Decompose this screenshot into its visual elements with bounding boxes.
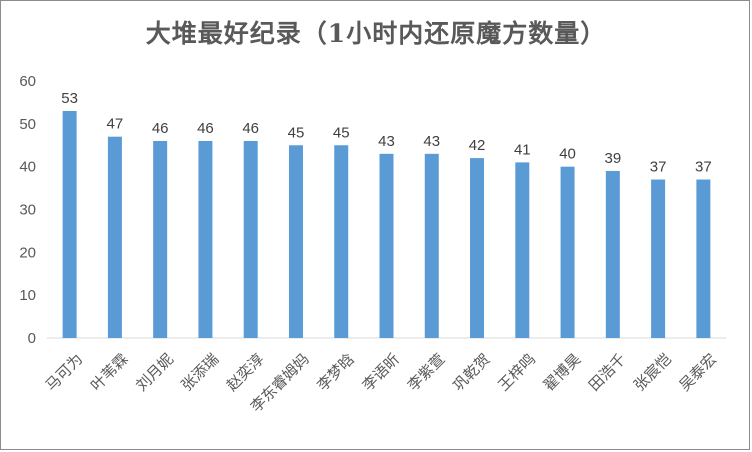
bar-value-label: 43 [378, 133, 395, 150]
bar [379, 153, 394, 338]
bar [424, 153, 439, 338]
bar-value-label: 46 [152, 120, 169, 137]
bar [560, 166, 575, 338]
x-tick-label: 李梦晗 [313, 350, 358, 395]
y-tick-label: 0 [28, 330, 36, 347]
bar-value-label: 37 [695, 159, 712, 176]
x-tick-label: 吴泰宏 [676, 350, 721, 395]
bar [198, 140, 213, 338]
bar-value-label: 43 [423, 133, 440, 150]
x-tick-label: 张添瑞 [178, 350, 223, 395]
y-tick-label: 20 [19, 244, 36, 261]
bar-value-label: 45 [333, 124, 350, 141]
x-tick-label: 田浩千 [585, 350, 630, 395]
bar-value-label: 39 [604, 150, 621, 167]
y-tick-label: 30 [19, 202, 36, 219]
x-tick-label: 张宸恺 [630, 350, 675, 395]
bar-value-label: 46 [197, 120, 214, 137]
bar-value-label: 40 [559, 146, 576, 163]
y-tick-label: 40 [19, 159, 36, 176]
data-labels: 53 47 46 46 46 45 45 43 43 42 41 40 39 37 37 [61, 90, 711, 176]
x-tick-label: 刘月妮 [132, 350, 177, 395]
y-tick-label: 60 [19, 73, 36, 90]
bar-value-label: 45 [288, 124, 305, 141]
bar [62, 110, 77, 338]
bar [470, 158, 485, 338]
bar [334, 145, 349, 338]
x-tick-label: 巩乾贺 [449, 350, 494, 395]
y-tick-label: 10 [19, 287, 36, 304]
x-tick-label: 王梓鸣 [494, 350, 539, 395]
bar-value-label: 41 [514, 141, 531, 158]
bar [107, 136, 122, 338]
bar [605, 170, 620, 338]
bar [651, 179, 666, 338]
bar-value-label: 47 [107, 116, 124, 133]
x-tick-label: 马可为 [42, 350, 87, 395]
bar-value-label: 37 [650, 159, 667, 176]
bar [288, 145, 303, 338]
bar [696, 179, 711, 338]
x-tick-label: 叶苇霖 [87, 350, 132, 395]
bar-value-label: 46 [242, 120, 259, 137]
bar [243, 140, 258, 338]
bars [62, 110, 711, 338]
y-axis: 0 10 20 30 40 50 60 [19, 73, 36, 347]
bar-value-label: 53 [61, 90, 78, 107]
bar-value-label: 42 [469, 137, 486, 154]
x-tick-label: 李紫萱 [404, 350, 449, 395]
bar [153, 140, 168, 338]
x-tick-label: 李语昕 [359, 350, 404, 395]
chart-title: 大堆最好纪录（1小时内还原魔方数量） [145, 19, 607, 48]
x-tick-label: 翟博昊 [540, 350, 585, 395]
bar [515, 162, 530, 338]
y-tick-label: 50 [19, 116, 36, 133]
